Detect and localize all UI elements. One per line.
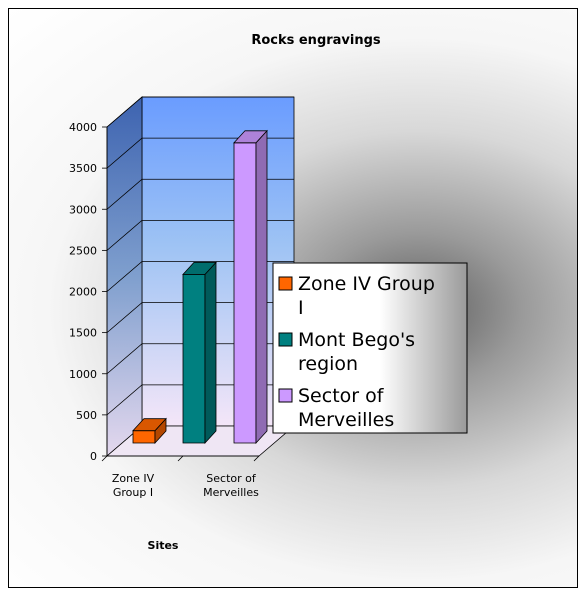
- bar-front: [233, 142, 257, 444]
- y-tick-label: 1500: [69, 327, 97, 340]
- chart-canvas: Rocks engravings 0 500 1000 1500 2000 2500 300…: [69, 33, 468, 552]
- y-tick-label: 500: [76, 409, 97, 422]
- bar-top: [132, 418, 167, 432]
- chart-area: Rocks engravings 0 500 1000 1500 2000 2500 300…: [8, 8, 578, 588]
- legend: Zone IV Group I Mont Bego's region Sector of…: [272, 262, 468, 434]
- legend-label: Zone IV Group I: [298, 273, 435, 319]
- bar-front: [182, 273, 206, 444]
- y-tick-label: 3500: [69, 162, 97, 175]
- plot-area: 0 500 1000 1500 2000 2500 3000 3500 4000 Zone IV G…: [69, 96, 296, 499]
- y-tick-label: 2000: [69, 286, 97, 299]
- bar-top: [182, 261, 217, 275]
- bar-2: [182, 261, 217, 445]
- y-tick-label: 3000: [69, 203, 97, 216]
- chart-title: Rocks engravings: [251, 33, 381, 48]
- legend-swatch: [278, 388, 293, 403]
- legend-swatch: [278, 276, 293, 291]
- legend-box: [272, 262, 468, 434]
- x-axis-title: Sites: [148, 539, 179, 552]
- bar-side: [204, 261, 217, 445]
- x-tick-mark: [101, 455, 108, 462]
- bar-front: [132, 430, 156, 444]
- bar-3: [233, 129, 268, 445]
- x-tick-mark: [253, 455, 260, 462]
- legend-label: Mont Bego's region: [298, 329, 415, 375]
- bar-1: [132, 417, 167, 445]
- y-tick-label: 1000: [69, 368, 97, 381]
- y-tick-label: 2500: [69, 244, 97, 257]
- y-tick-label: 4000: [69, 121, 97, 134]
- y-tick-label: 0: [90, 450, 97, 463]
- x-tick-mark: [177, 455, 184, 462]
- gridline: [106, 96, 294, 128]
- x-tick-label: Sector of Merveilles: [203, 472, 259, 499]
- bar-side: [255, 129, 268, 445]
- legend-swatch: [278, 332, 293, 347]
- bar-top: [233, 130, 268, 144]
- legend-label: Sector of Merveilles: [298, 385, 394, 431]
- x-tick-label: Zone IV Group I: [112, 472, 155, 499]
